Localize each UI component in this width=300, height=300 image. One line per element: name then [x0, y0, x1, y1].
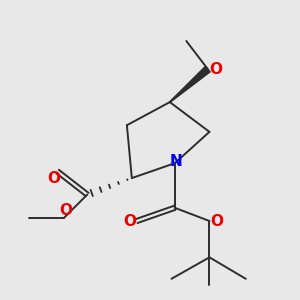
Text: N: N — [170, 154, 183, 169]
Text: O: O — [47, 171, 60, 186]
Text: O: O — [59, 203, 72, 218]
Text: O: O — [210, 214, 223, 229]
Text: O: O — [209, 61, 222, 76]
Text: O: O — [123, 214, 136, 229]
Polygon shape — [169, 66, 210, 102]
